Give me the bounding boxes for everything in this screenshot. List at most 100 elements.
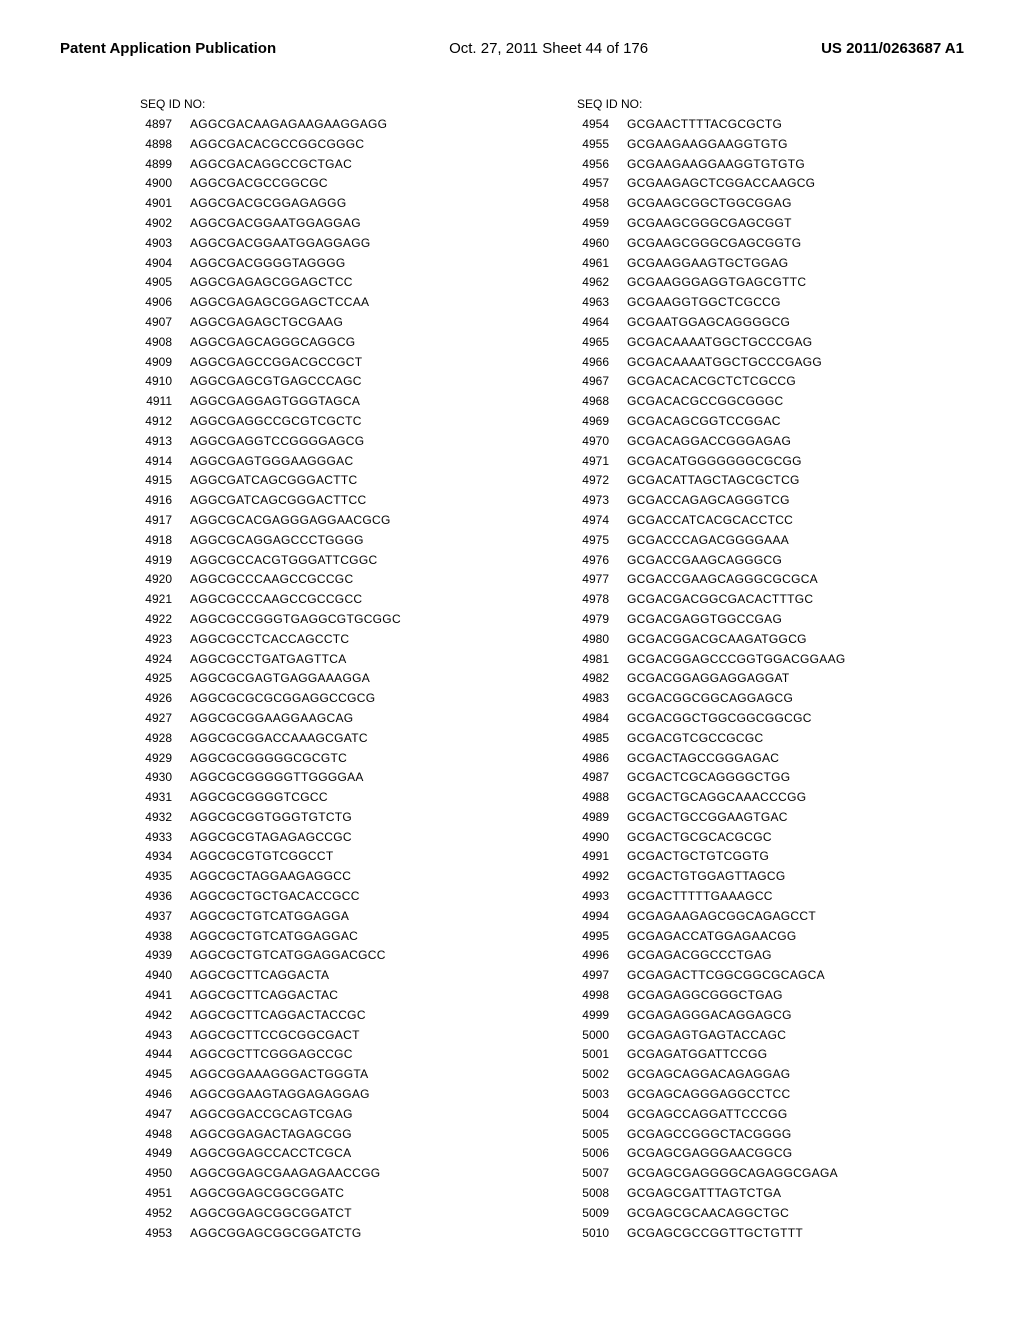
sequence-id: 4966 [577,353,627,373]
sequence-id: 4899 [140,155,190,175]
sequence-row: 4978GCGACGACGGCGACACTTTGC [577,590,974,610]
sequence-id: 4997 [577,966,627,986]
sequence-row: 4941AGGCGCTTCAGGACTAC [140,986,537,1006]
sequence-id: 4969 [577,412,627,432]
sequence-id: 4953 [140,1224,190,1244]
sequence-value: AGGCGACGGAATGGAGGAG [190,214,361,234]
sequence-row: 4993GCGACTTTTTGAAAGCC [577,887,974,907]
sequence-value: GCGACACGCCGGCGGGC [627,392,783,412]
sequence-id: 4973 [577,491,627,511]
sequence-value: GCGACGGCGGCAGGAGCG [627,689,793,709]
sequence-row: 4971GCGACATGGGGGGGCGCGG [577,452,974,472]
sequence-id: 4901 [140,194,190,214]
sequence-id: 4974 [577,511,627,531]
sequence-row: 5005GCGAGCCGGGCTACGGGG [577,1125,974,1145]
sequence-value: AGGCGATCAGCGGGACTTC [190,471,357,491]
sequence-id: 4909 [140,353,190,373]
sequence-value: AGGCGCGGTGGGTGTCTG [190,808,352,828]
sequence-row: 4932AGGCGCGGTGGGTGTCTG [140,808,537,828]
sequence-value: GCGAGAAGAGCGGCAGAGCCT [627,907,816,927]
sequence-row: 4948AGGCGGAGACTAGAGCGG [140,1125,537,1145]
sequence-row: 4912AGGCGAGGCCGCGTCGCTC [140,412,537,432]
sequence-row: 4899AGGCGACAGGCCGCTGAC [140,155,537,175]
sequence-id: 4959 [577,214,627,234]
sequence-value: GCGACTGCCGGAAGTGAC [627,808,788,828]
sequence-row: 4942AGGCGCTTCAGGACTACCGC [140,1006,537,1026]
sequence-value: GCGAAGGTGGCTCGCCG [627,293,781,313]
sequence-value: GCGAAGGAAGTGCTGGAG [627,254,788,274]
sequence-value: GCGAAGAAGGAAGGTGTGTG [627,155,805,175]
sequence-value: AGGCGAGGCCGCGTCGCTC [190,412,362,432]
sequence-value: AGGCGCCGGGTGAGGCGTGCGGC [190,610,401,630]
sequence-id: 4967 [577,372,627,392]
sequence-id: 4926 [140,689,190,709]
sequence-value: GCGACTGCAGGCAAACCCGG [627,788,806,808]
sequence-value: GCGAAGAGCTCGGACCAAGCG [627,174,815,194]
sequence-id: 4981 [577,650,627,670]
sequence-value: GCGAGAGGCGGGCTGAG [627,986,783,1006]
right-column: SEQ ID NO: 4954GCGAACTTTTACGCGCTG4955GCG… [577,97,974,1243]
sequence-value: AGGCGAGGAGTGGGTAGCA [190,392,360,412]
sequence-value: GCGAGCGAGGGGCAGAGGCGAGA [627,1164,838,1184]
sequence-row: 4917AGGCGCACGAGGGAGGAACGCG [140,511,537,531]
sequence-value: AGGCGCGTGTCGGCCT [190,847,333,867]
sequence-row: 4935AGGCGCTAGGAAGAGGCC [140,867,537,887]
sequence-value: AGGCGACGGGGTAGGGG [190,254,346,274]
sequence-id: 5005 [577,1125,627,1145]
sequence-value: AGGCGCGGGGGTTGGGGAA [190,768,364,788]
sequence-row: 4931AGGCGCGGGGTCGCC [140,788,537,808]
sequence-value: AGGCGCGCGCGGAGGCCGCG [190,689,375,709]
sequence-row: 4933AGGCGCGTAGAGAGCCGC [140,828,537,848]
sequence-value: AGGCGGACCGCAGTCGAG [190,1105,353,1125]
sequence-id: 4900 [140,174,190,194]
sequence-columns: SEQ ID NO: 4897AGGCGACAAGAGAAGAAGGAGG489… [50,97,974,1243]
sequence-value: AGGCGAGAGCGGAGCTCCAA [190,293,369,313]
sequence-value: GCGAAGGGAGGTGAGCGTTC [627,273,806,293]
sequence-id: 5007 [577,1164,627,1184]
sequence-id: 4948 [140,1125,190,1145]
sequence-id: 4912 [140,412,190,432]
sequence-id: 4933 [140,828,190,848]
sequence-value: GCGACAGGACCGGGAGAG [627,432,791,452]
sequence-value: AGGCGGAGCGAAGAGAACCGG [190,1164,380,1184]
sequence-value: GCGAAGCGGGCGAGCGGT [627,214,792,234]
sequence-value: AGGCGGAGCCACCTCGCA [190,1144,351,1164]
sequence-id: 4970 [577,432,627,452]
sequence-row: 4957GCGAAGAGCTCGGACCAAGCG [577,174,974,194]
sequence-row: 4903AGGCGACGGAATGGAGGAGG [140,234,537,254]
sequence-value: GCGAGCCAGGATTCCCGG [627,1105,788,1125]
sequence-row: 4898AGGCGACACGCCGGCGGGC [140,135,537,155]
sequence-row: 4927AGGCGCGGAAGGAAGCAG [140,709,537,729]
sequence-id: 4915 [140,471,190,491]
sequence-value: AGGCGACGCGGAGAGGG [190,194,346,214]
sequence-row: 4990GCGACTGCGCACGCGC [577,828,974,848]
sequence-row: 4960GCGAAGCGGGCGAGCGGTG [577,234,974,254]
sequence-value: GCGAGCAGGACAGAGGAG [627,1065,790,1085]
sequence-id: 4994 [577,907,627,927]
sequence-value: GCGACCCAGACGGGGAAA [627,531,789,551]
sequence-id: 4960 [577,234,627,254]
sequence-id: 4908 [140,333,190,353]
publication-number: US 2011/0263687 A1 [821,40,964,57]
sequence-id: 4958 [577,194,627,214]
sequence-row: 4913AGGCGAGGTCCGGGGAGCG [140,432,537,452]
sequence-id: 4949 [140,1144,190,1164]
sequence-id: 4907 [140,313,190,333]
sequence-row: 4925AGGCGCGAGTGAGGAAAGGA [140,669,537,689]
sequence-value: GCGAGCGCCGGTTGCTGTTT [627,1224,803,1244]
sequence-id: 4992 [577,867,627,887]
sequence-value: AGGCGCCTGATGAGTTCA [190,650,347,670]
sequence-row: 4920AGGCGCCCAAGCCGCCGC [140,570,537,590]
left-column-header: SEQ ID NO: [140,97,537,111]
sequence-row: 4970GCGACAGGACCGGGAGAG [577,432,974,452]
sequence-row: 4914AGGCGAGTGGGAAGGGAC [140,452,537,472]
sequence-row: 4954GCGAACTTTTACGCGCTG [577,115,974,135]
sequence-value: AGGCGCTGTCATGGAGGACGCC [190,946,386,966]
sequence-id: 4906 [140,293,190,313]
sequence-id: 4987 [577,768,627,788]
sequence-value: GCGAATGGAGCAGGGGCG [627,313,790,333]
sequence-value: AGGCGCTTCGGGAGCCGC [190,1045,353,1065]
sequence-id: 4913 [140,432,190,452]
sequence-row: 4921AGGCGCCCAAGCCGCCGCC [140,590,537,610]
sequence-value: GCGAGACTTCGGCGGCGCAGCA [627,966,825,986]
